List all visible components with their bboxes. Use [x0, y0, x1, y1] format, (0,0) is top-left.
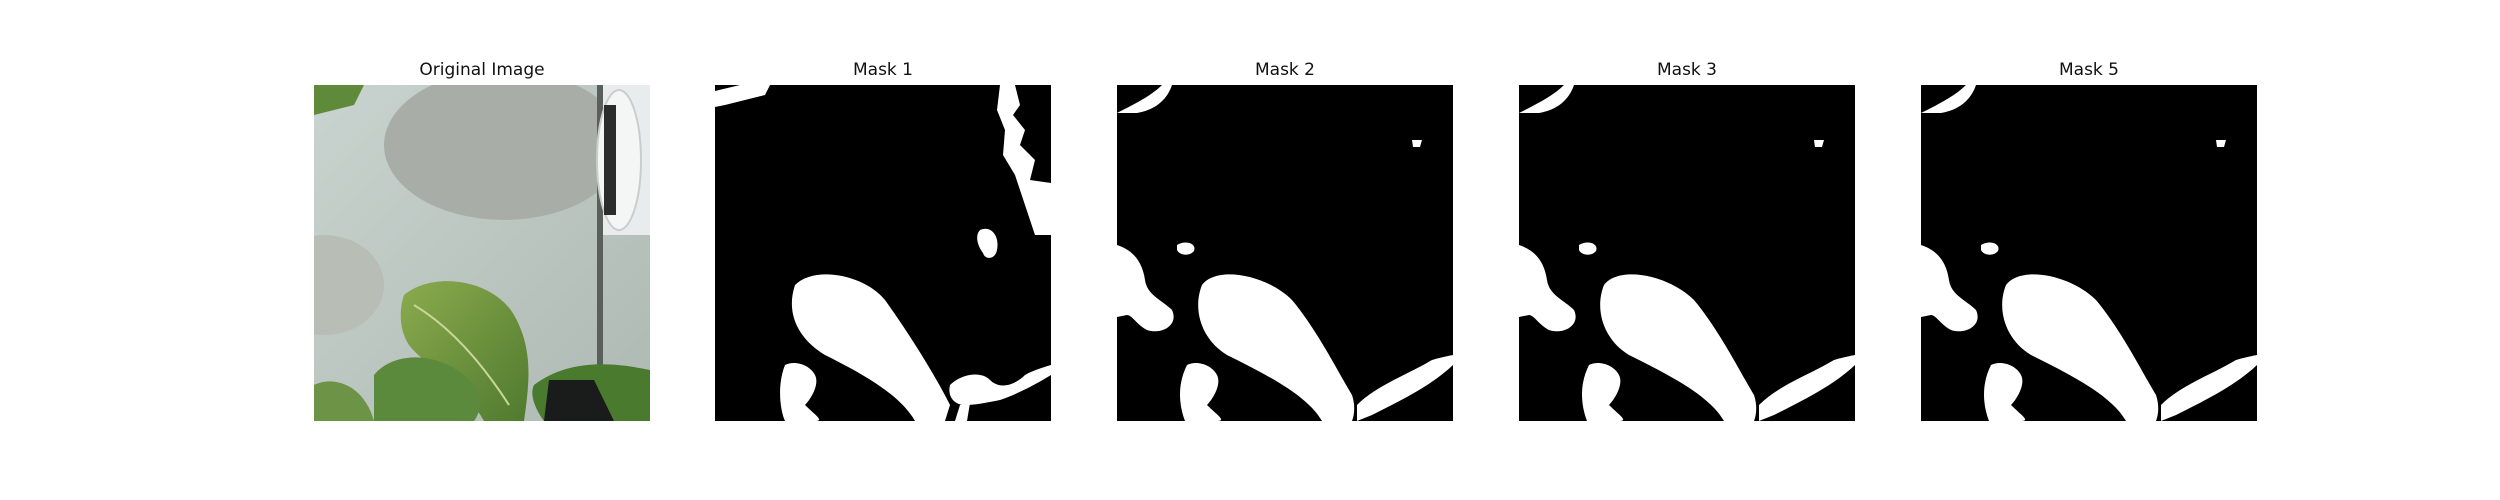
original-image: [314, 85, 650, 421]
panel-title: Original Image: [314, 60, 650, 80]
panel-mask-3: Mask 3: [1519, 0, 1855, 500]
panel-mask-5: Mask 5: [1921, 0, 2257, 500]
panel-mask-1: Mask 1: [715, 0, 1051, 500]
panel-title: Mask 3: [1519, 60, 1855, 80]
panel-title: Mask 5: [1921, 60, 2257, 80]
mask-2-image: [1117, 85, 1453, 421]
panel-title: Mask 2: [1117, 60, 1453, 80]
mask-3-image: [1519, 85, 1855, 421]
mask-5-image: [1921, 85, 2257, 421]
panel-mask-2: Mask 2: [1117, 0, 1453, 500]
panel-title: Mask 1: [715, 60, 1051, 80]
mask-1-image: [715, 85, 1051, 421]
panel-original: Original Image: [314, 0, 650, 500]
